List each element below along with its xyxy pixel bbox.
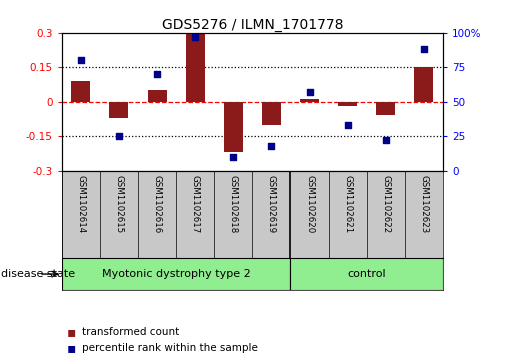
- Bar: [300, 99, 319, 102]
- Text: GSM1102621: GSM1102621: [343, 175, 352, 233]
- Point: [115, 133, 123, 139]
- Text: GSM1102620: GSM1102620: [305, 175, 314, 233]
- Bar: [376, 102, 396, 115]
- Text: percentile rank within the sample: percentile rank within the sample: [82, 343, 259, 354]
- Bar: [71, 81, 90, 102]
- Point: [344, 122, 352, 128]
- Point: [382, 137, 390, 143]
- Text: GSM1102617: GSM1102617: [191, 175, 200, 233]
- Bar: [262, 102, 281, 125]
- Text: GSM1102618: GSM1102618: [229, 175, 238, 233]
- Point: [191, 34, 199, 40]
- Point: [153, 71, 161, 77]
- Point: [305, 89, 314, 95]
- Bar: [414, 67, 433, 102]
- Text: GSM1102619: GSM1102619: [267, 175, 276, 233]
- Point: [420, 46, 428, 52]
- Bar: [147, 90, 166, 102]
- Text: GSM1102622: GSM1102622: [381, 175, 390, 233]
- Bar: [62, 258, 290, 290]
- Text: disease state: disease state: [1, 269, 75, 279]
- Point: [77, 57, 85, 63]
- Text: GSM1102614: GSM1102614: [76, 175, 85, 233]
- Text: GSM1102615: GSM1102615: [114, 175, 124, 233]
- Text: Myotonic dystrophy type 2: Myotonic dystrophy type 2: [102, 269, 250, 279]
- Text: transformed count: transformed count: [82, 327, 180, 337]
- Text: ▪: ▪: [67, 325, 76, 339]
- Title: GDS5276 / ILMN_1701778: GDS5276 / ILMN_1701778: [162, 18, 343, 32]
- Text: control: control: [347, 269, 386, 279]
- Text: GSM1102623: GSM1102623: [419, 175, 428, 233]
- Point: [267, 143, 276, 149]
- Point: [229, 154, 237, 160]
- Bar: [290, 258, 443, 290]
- Bar: [224, 102, 243, 152]
- Bar: [185, 33, 204, 102]
- Text: GSM1102616: GSM1102616: [152, 175, 162, 233]
- Text: ▪: ▪: [67, 342, 76, 355]
- Bar: [109, 102, 128, 118]
- Bar: [338, 102, 357, 106]
